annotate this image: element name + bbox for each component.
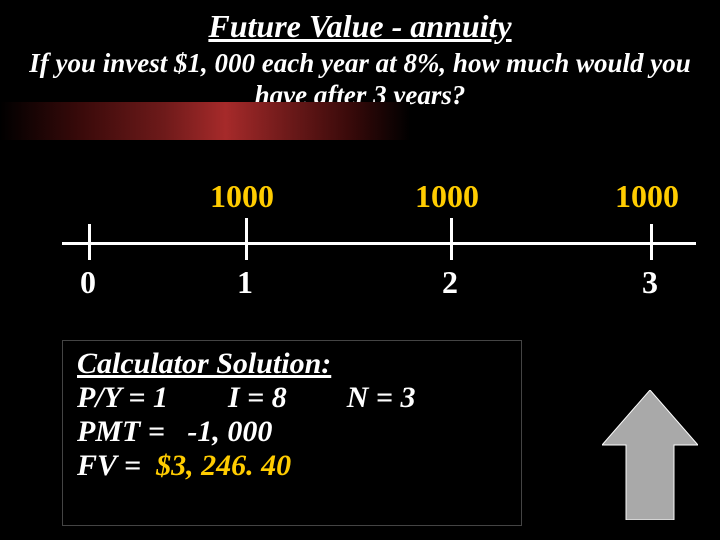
solution-title: Calculator Solution: — [77, 347, 507, 381]
fv-value: $3, 246. 40 — [156, 449, 291, 482]
fv-prefix: FV = — [77, 449, 156, 482]
amount-box-3: 1000 — [597, 172, 697, 218]
empty-period-box — [46, 172, 146, 218]
solution-box: Calculator Solution: P/Y = 1 I = 8 N = 3… — [62, 340, 522, 526]
tick-3 — [650, 224, 653, 260]
tick-label-2: 2 — [442, 264, 458, 301]
amount-box-2: 1000 — [397, 172, 497, 218]
solution-fv-line: FV = $3, 246. 40 — [77, 449, 507, 483]
tick-0 — [88, 224, 91, 260]
slide-title: Future Value - annuity — [0, 0, 720, 45]
tick-label-0: 0 — [80, 264, 96, 301]
tick-label-1: 1 — [237, 264, 253, 301]
timeline: 1000 1000 1000 0 1 2 3 — [0, 172, 720, 312]
arrow-icon — [602, 390, 698, 520]
timeline-axis — [62, 242, 696, 245]
tick-1 — [245, 218, 248, 260]
solution-line-1: P/Y = 1 I = 8 N = 3 — [77, 381, 507, 415]
amount-box-1: 1000 — [192, 172, 292, 218]
gradient-band — [0, 102, 410, 140]
up-arrow — [602, 390, 698, 520]
solution-line-2: PMT = -1, 000 — [77, 415, 507, 449]
tick-2 — [450, 218, 453, 260]
tick-label-3: 3 — [642, 264, 658, 301]
